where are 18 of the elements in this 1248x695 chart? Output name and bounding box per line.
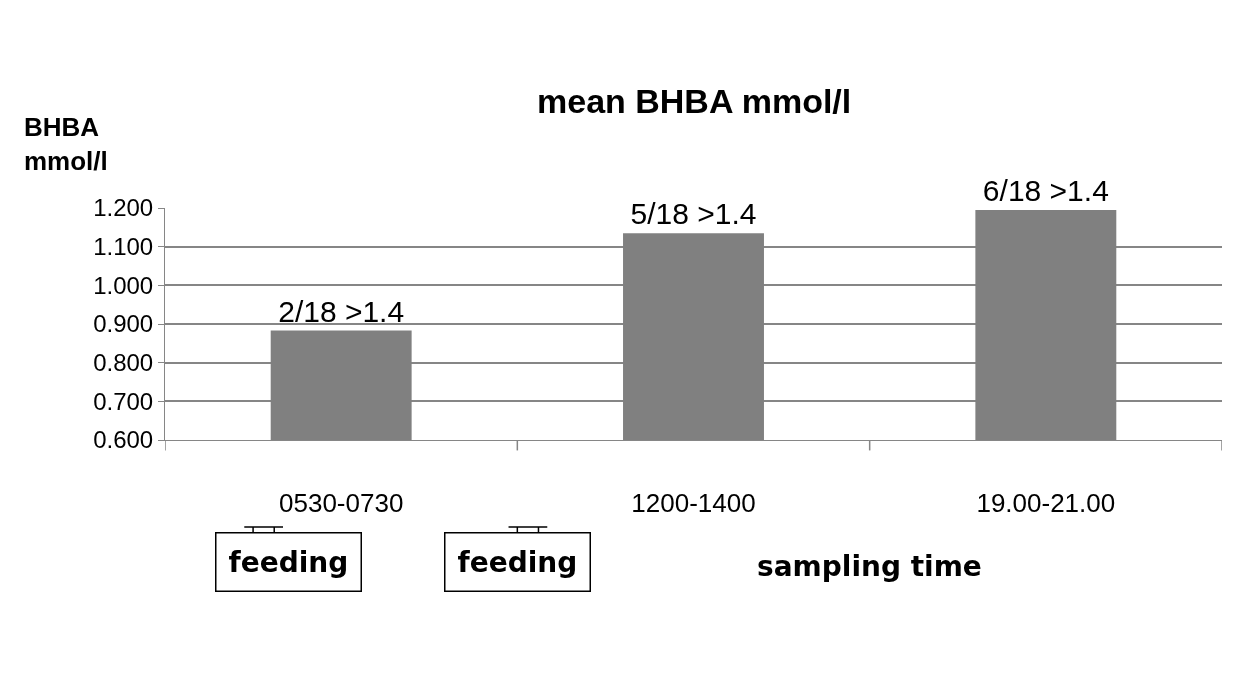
x-tick-label: 0530-0730 — [279, 488, 404, 519]
data-label: 2/18 >1.4 — [278, 294, 405, 328]
data-label: 6/18 >1.4 — [982, 173, 1109, 207]
x-tick-label: 1200-1400 — [631, 488, 756, 519]
y-tick-label: 0.900 — [93, 310, 154, 338]
y-axis-title: BHBA mmol/l — [24, 112, 108, 176]
text: feeding — [228, 545, 349, 579]
x-axis-title: sampling time — [757, 550, 982, 583]
y-tick-label: 0.600 — [93, 426, 154, 454]
x-tick-label: 19.00-21.00 — [976, 488, 1116, 519]
data-label: 5/18 >1.4 — [630, 197, 757, 231]
y-tick-label: 1.000 — [93, 271, 154, 299]
y-tick-label: 1.100 — [93, 233, 154, 261]
chart-title: mean BHBA mmol/l — [537, 82, 852, 120]
y-tick-label: 1.200 — [93, 194, 154, 222]
y-tick-label: 0.800 — [93, 349, 154, 377]
y-tick-label: 0.700 — [93, 387, 154, 415]
text: feeding — [457, 545, 578, 579]
